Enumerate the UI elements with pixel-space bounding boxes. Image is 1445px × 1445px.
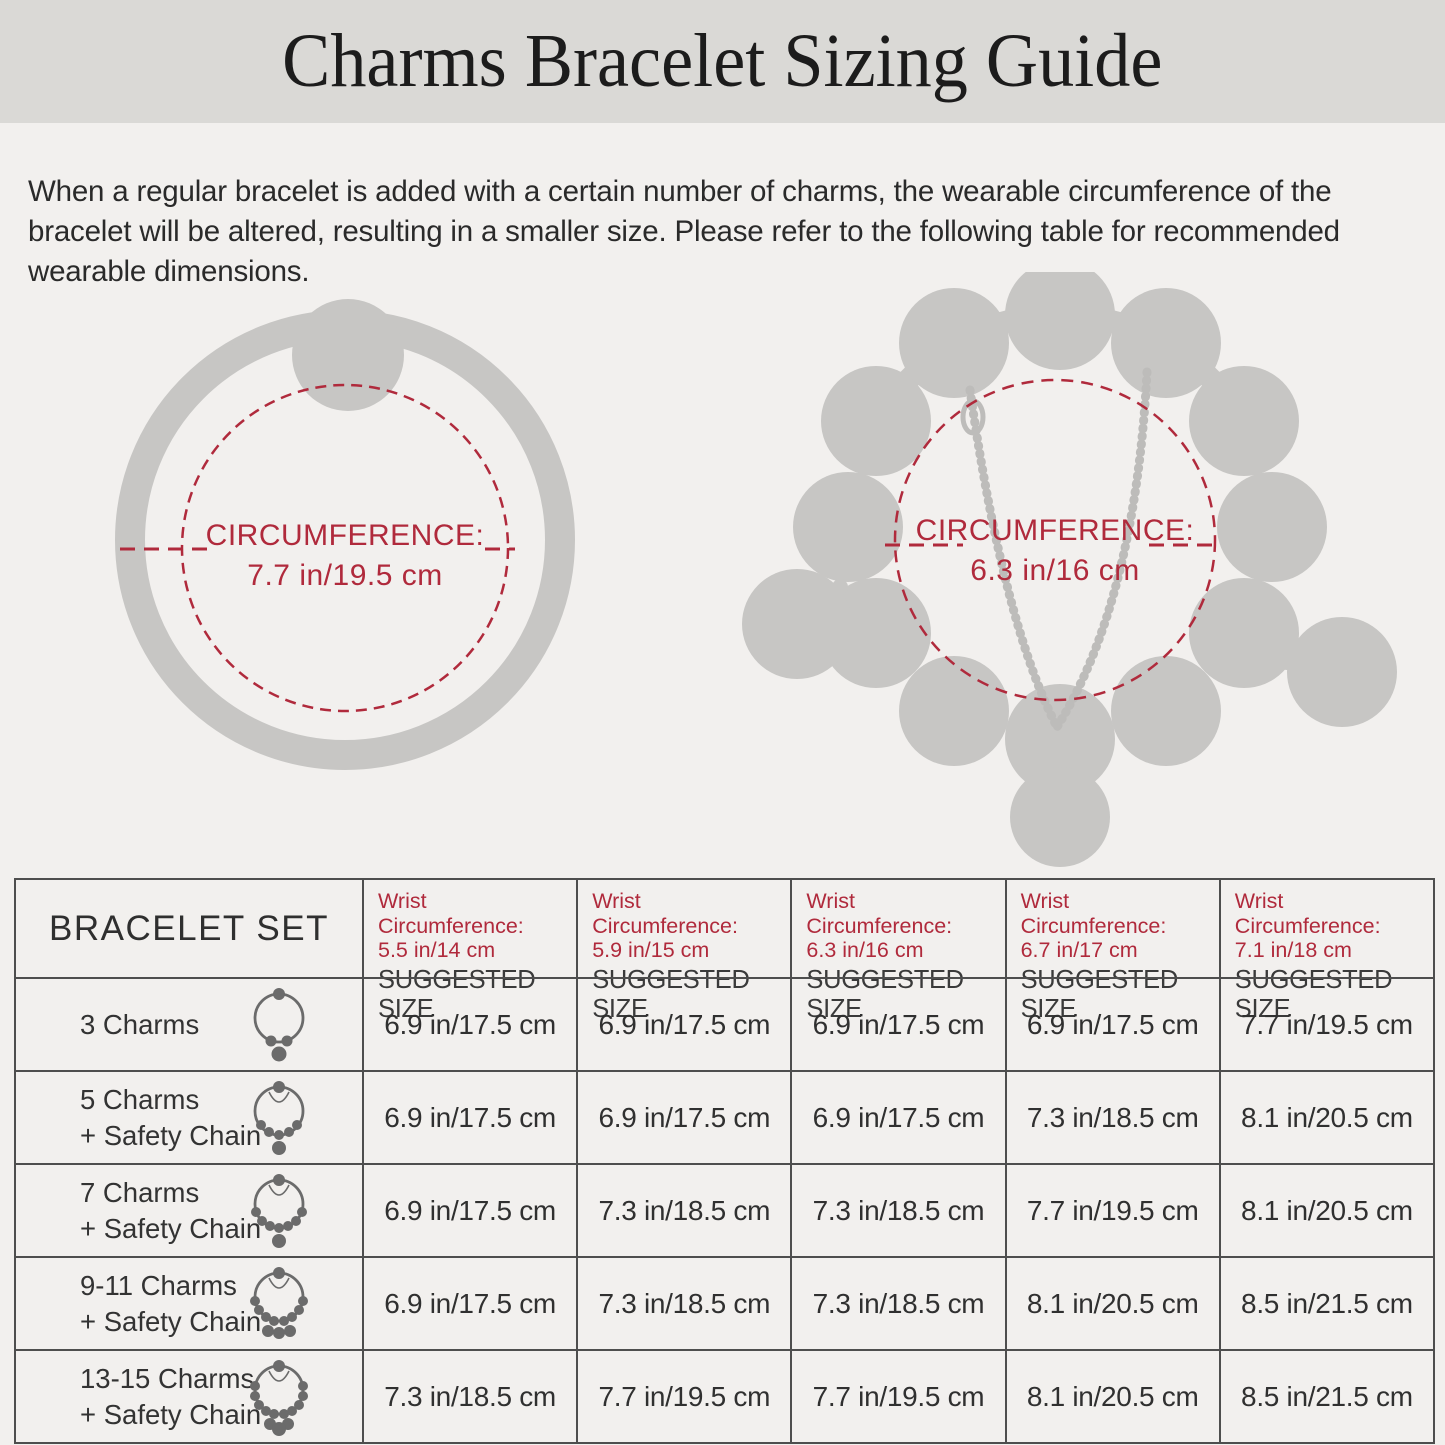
- table-header-wrist-3: Wrist Circumference: 6.3 in/16 cm SUGGES…: [790, 880, 1004, 1023]
- size-value: 7.3 in/18.5 cm: [790, 1256, 1005, 1349]
- size-value: 8.1 in/20.5 cm: [1004, 1256, 1219, 1349]
- size-value: 6.9 in/17.5 cm: [576, 1070, 791, 1163]
- size-value: 8.1 in/20.5 cm: [1218, 1070, 1433, 1163]
- table-row-7-charms: 7 Charms + Safety Chain: [16, 1163, 362, 1256]
- bracelet-13-15-charms-icon: [250, 1359, 308, 1436]
- size-value: 7.3 in/18.5 cm: [1004, 1070, 1219, 1163]
- size-value: 8.1 in/20.5 cm: [1004, 1349, 1219, 1442]
- bracelet-9-11-charms-icon: [250, 1266, 308, 1339]
- dangle-charm-icon: [1010, 767, 1110, 867]
- bracelet-3-charms-icon: [253, 987, 305, 1061]
- bracelet-7-charms-icon: [251, 1173, 307, 1248]
- size-value: 7.7 in/19.5 cm: [576, 1349, 791, 1442]
- size-value: 6.9 in/17.5 cm: [1004, 977, 1219, 1070]
- circumference-label: CIRCUMFERENCE:: [206, 519, 485, 552]
- dangle-charm-icon: [1287, 617, 1397, 727]
- table-header-bracelet-set: BRACELET SET: [49, 908, 329, 948]
- table-row-9-11-charms: 9-11 Charms + Safety Chain: [16, 1256, 362, 1349]
- circumference-label: CIRCUMFERENCE:: [916, 514, 1195, 547]
- size-value: 7.7 in/19.5 cm: [1218, 977, 1433, 1070]
- title-band: Charms Bracelet Sizing Guide: [0, 0, 1445, 123]
- size-value: 8.1 in/20.5 cm: [1218, 1163, 1433, 1256]
- size-value: 6.9 in/17.5 cm: [362, 1256, 577, 1349]
- dangle-charm-icon: [742, 569, 852, 679]
- table-header-wrist-5: Wrist Circumference: 7.1 in/18 cm SUGGES…: [1218, 880, 1433, 1023]
- size-value: 7.7 in/19.5 cm: [1004, 1163, 1219, 1256]
- size-value: 6.9 in/17.5 cm: [576, 977, 791, 1070]
- size-value: 6.9 in/17.5 cm: [362, 1070, 577, 1163]
- bracelet-5-charms-icon: [253, 1080, 305, 1155]
- circumference-value: 6.3 in/16 cm: [970, 554, 1139, 587]
- size-value: 7.3 in/18.5 cm: [790, 1163, 1005, 1256]
- table-header-wrist-4: Wrist Circumference: 6.7 in/17 cm SUGGES…: [1004, 880, 1219, 1023]
- size-value: 8.5 in/21.5 cm: [1218, 1256, 1433, 1349]
- table-header-wrist-1: Wrist Circumference: 5.5 in/14 cm SUGGES…: [362, 880, 576, 1023]
- table-header-wrist-2: Wrist Circumference: 5.9 in/15 cm SUGGES…: [576, 880, 790, 1023]
- size-value: 7.3 in/18.5 cm: [576, 1163, 791, 1256]
- sizing-table: BRACELET SET Wrist Circumference: 5.5 in…: [14, 878, 1435, 1444]
- page-title: Charms Bracelet Sizing Guide: [282, 19, 1163, 103]
- circumference-dashed-circle: [893, 378, 1217, 702]
- size-value: 6.9 in/17.5 cm: [790, 1070, 1005, 1163]
- clasp-bead-icon: [292, 299, 404, 411]
- table-row-13-15-charms: 13-15 Charms + Safety Chain: [16, 1349, 362, 1442]
- size-value: 6.9 in/17.5 cm: [790, 977, 1005, 1070]
- size-value: 6.9 in/17.5 cm: [362, 1163, 577, 1256]
- size-value: 8.5 in/21.5 cm: [1218, 1349, 1433, 1442]
- intro-text: When a regular bracelet is added with a …: [28, 174, 1340, 288]
- size-value: 7.3 in/18.5 cm: [576, 1256, 791, 1349]
- table-row-5-charms: 5 Charms + Safety Chain: [16, 1070, 362, 1163]
- circumference-value: 7.7 in/19.5 cm: [247, 559, 442, 592]
- charm-bracelet-illustration: CIRCUMFERENCE: 6.3 in/16 cm: [742, 272, 1397, 867]
- size-value: 6.9 in/17.5 cm: [362, 977, 577, 1070]
- size-value: 7.7 in/19.5 cm: [790, 1349, 1005, 1442]
- table-row-3-charms: 3 Charms: [16, 977, 362, 1070]
- size-value: 7.3 in/18.5 cm: [362, 1349, 577, 1442]
- plain-bracelet-illustration: CIRCUMFERENCE: 7.7 in/19.5 cm: [115, 299, 575, 770]
- safety-chain-icon: [965, 385, 1062, 732]
